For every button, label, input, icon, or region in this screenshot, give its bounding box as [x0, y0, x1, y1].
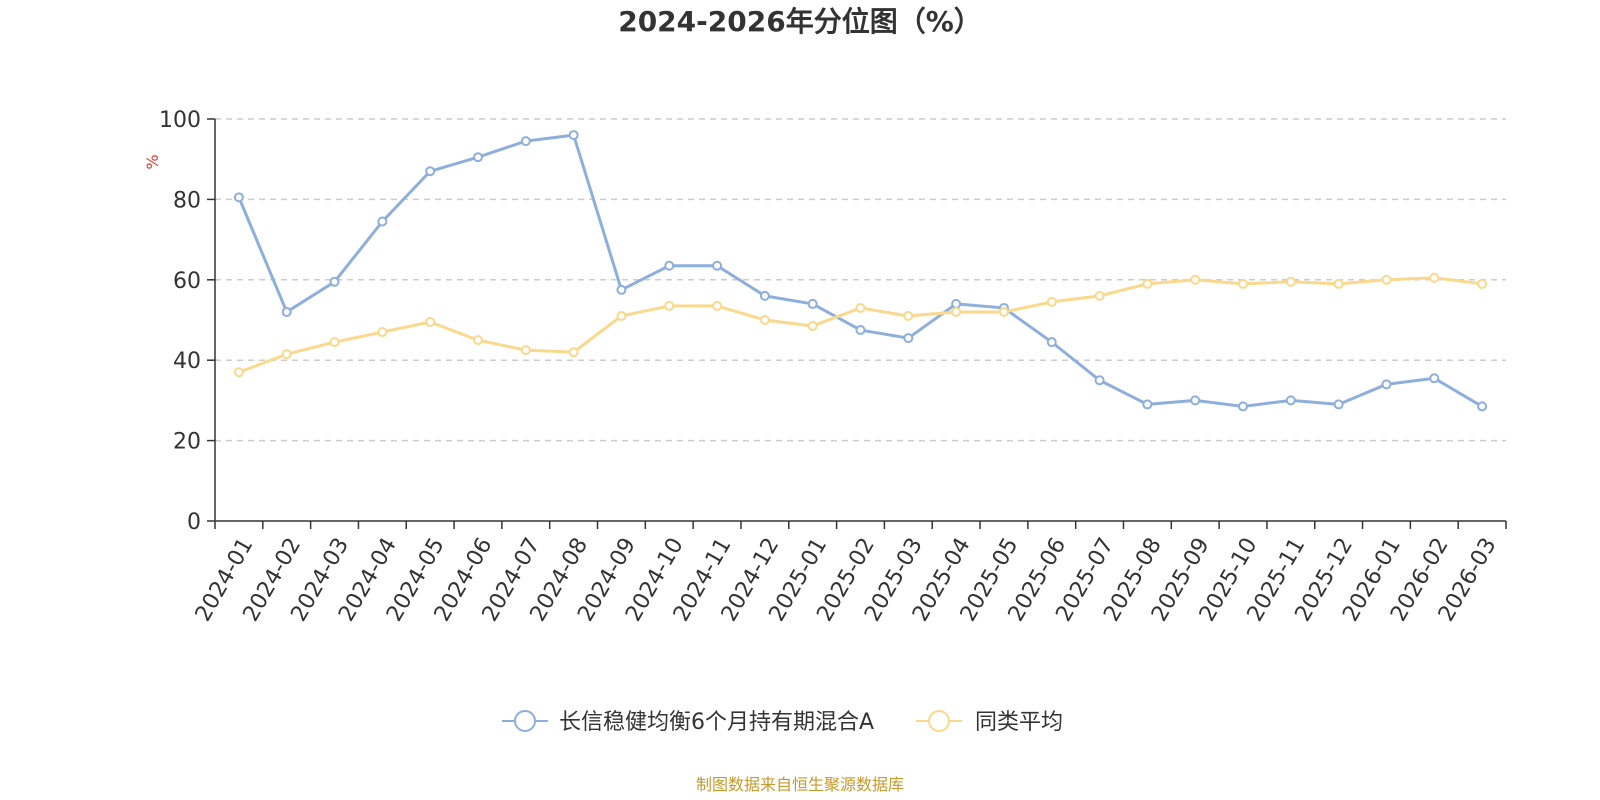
- series-lines: [233, 130, 1488, 412]
- legend-marker-1: [928, 710, 950, 732]
- series-1-point: [1429, 272, 1440, 283]
- series-0-point: [425, 166, 436, 177]
- series-0-point: [520, 136, 531, 147]
- series-1-point: [1190, 274, 1201, 285]
- series-0-point: [951, 298, 962, 309]
- series-0-point: [233, 192, 244, 203]
- series-0-point: [472, 152, 483, 163]
- series-0-point: [568, 130, 579, 141]
- series-0-point: [903, 333, 914, 344]
- series-1-point: [951, 306, 962, 317]
- chart-title: 2024-2026年分位图（%）: [618, 5, 982, 38]
- series-1-point: [1142, 278, 1153, 289]
- series-0-point: [1381, 379, 1392, 390]
- series-line-1: [238, 276, 1483, 374]
- series-1-point: [281, 349, 292, 360]
- series-0-point: [281, 306, 292, 317]
- gridlines: [215, 118, 1506, 442]
- series-0-point: [1094, 375, 1105, 386]
- series-1-point: [329, 337, 340, 348]
- series-0-point: [1477, 401, 1488, 412]
- series-0-point: [1429, 373, 1440, 384]
- series-1-point: [1381, 274, 1392, 285]
- series-1-point: [377, 327, 388, 338]
- series-0-point: [1190, 395, 1201, 406]
- y-tick-label: 60: [173, 269, 201, 294]
- series-1-point: [472, 335, 483, 346]
- series-0-point: [712, 260, 723, 271]
- series-1-point: [807, 321, 818, 332]
- series-1-point: [1333, 278, 1344, 289]
- legend: 长信稳健均衡6个月持有期混合A 同类平均: [502, 710, 1063, 735]
- series-0-point: [329, 276, 340, 287]
- series-1-point: [233, 367, 244, 378]
- series-line-0: [237, 133, 1483, 408]
- source-note: 制图数据来自恒生聚源数据库: [696, 775, 904, 794]
- series-0-point: [1238, 401, 1249, 412]
- y-tick-label: 100: [159, 108, 201, 133]
- series-1-point: [903, 310, 914, 321]
- series-1-point: [520, 345, 531, 356]
- legend-label-0: 长信稳健均衡6个月持有期混合A: [559, 710, 874, 735]
- series-0-point: [1285, 395, 1296, 406]
- series-1-point: [568, 347, 579, 358]
- series-0-point: [664, 260, 675, 271]
- series-0-point: [807, 298, 818, 309]
- series-1-point: [855, 302, 866, 313]
- axes: 0204060801002024-012024-022024-032024-04…: [159, 108, 1507, 626]
- series-1-point: [1477, 278, 1488, 289]
- y-tick-label: 80: [173, 188, 201, 213]
- series-1-point: [712, 300, 723, 311]
- series-1-point: [759, 315, 770, 325]
- series-1-point: [1285, 276, 1296, 287]
- series-1-point: [616, 310, 627, 321]
- y-tick-label: 20: [173, 430, 201, 455]
- y-tick-label: 40: [173, 349, 201, 374]
- series-0-point: [377, 216, 388, 227]
- series-1-point: [998, 306, 1009, 317]
- series-0-point: [855, 325, 866, 336]
- series-1-point: [425, 317, 436, 328]
- series-1-point: [664, 300, 675, 311]
- series-0-point: [1142, 399, 1153, 410]
- y-tick-label: 0: [187, 510, 201, 535]
- series-0-point: [1333, 399, 1344, 410]
- series-0-point: [616, 284, 627, 295]
- legend-label-1: 同类平均: [975, 710, 1063, 735]
- series-0-point: [759, 290, 770, 301]
- series-0-point: [1046, 337, 1057, 348]
- legend-marker-0: [514, 710, 536, 732]
- series-1-point: [1046, 296, 1057, 307]
- y-axis-unit: %: [143, 154, 162, 169]
- series-1-point: [1094, 290, 1105, 301]
- series-1-point: [1238, 278, 1249, 289]
